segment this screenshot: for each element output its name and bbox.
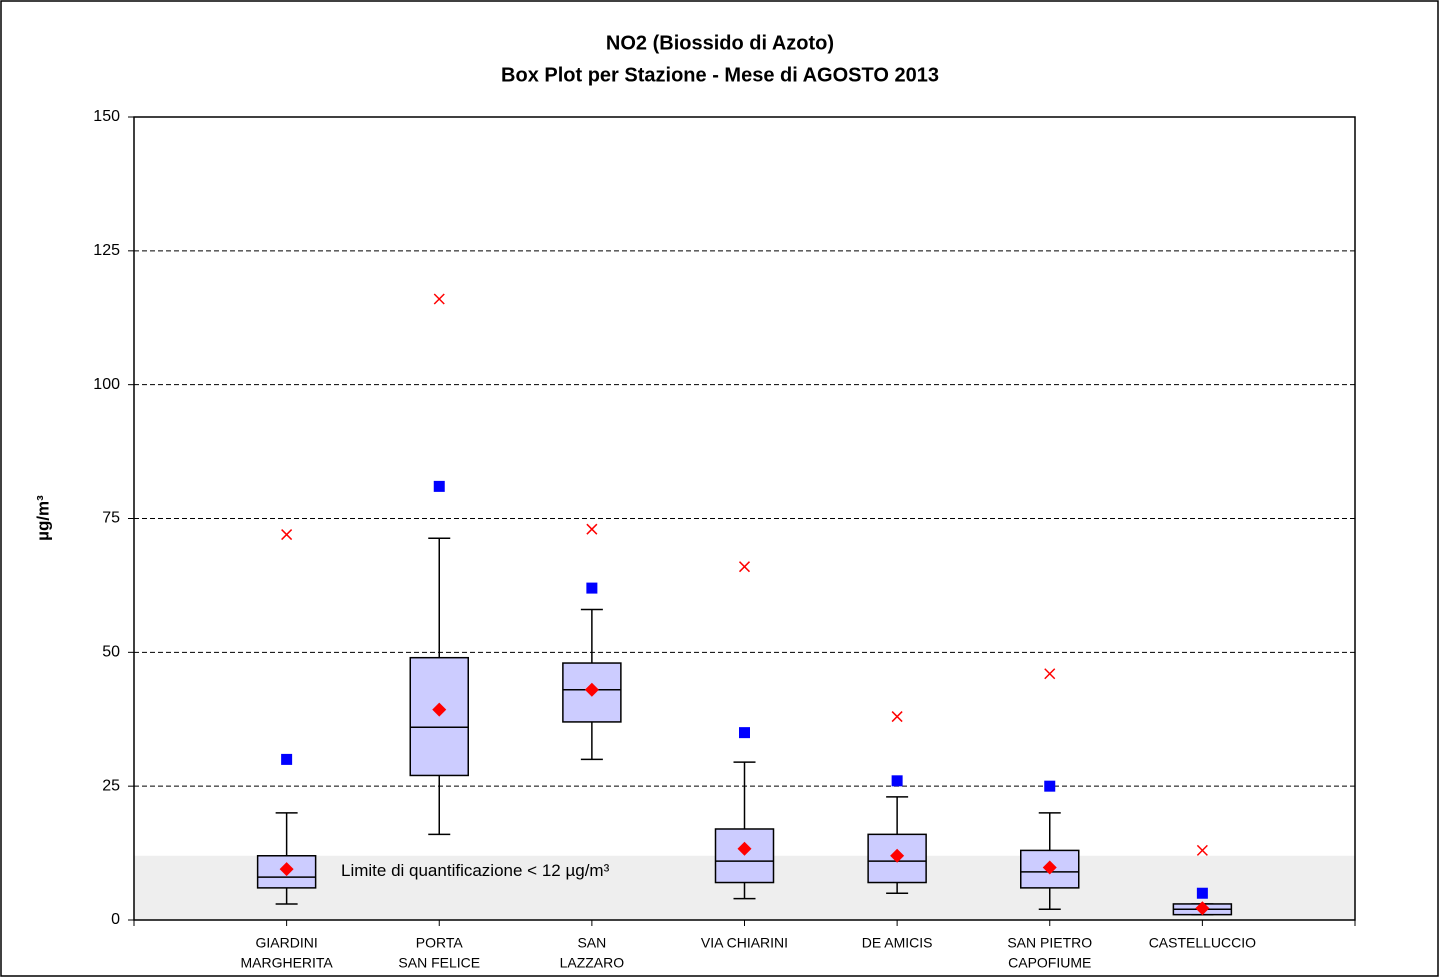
x-tick-label: SAN — [577, 935, 606, 951]
mean-marker — [584, 682, 599, 697]
y-tick-label: 150 — [93, 108, 120, 125]
max-marker — [891, 711, 903, 723]
chart-subtitle: Box Plot per Stazione - Mese di AGOSTO 2… — [501, 64, 939, 86]
mean-marker — [737, 841, 752, 856]
annotation: Limite di quantificazione < 12 µg/m³ — [341, 861, 610, 880]
y-tick-label: 100 — [93, 376, 120, 393]
mean-marker — [279, 862, 294, 877]
y-tick-label: 75 — [102, 510, 120, 527]
mean-marker — [890, 848, 905, 863]
max-marker — [738, 561, 751, 573]
max-marker — [1196, 844, 1208, 856]
box — [714, 828, 775, 884]
y-tick-label: 50 — [102, 644, 120, 661]
square-marker — [891, 775, 903, 787]
x-tick-label: DE AMICIS — [862, 935, 933, 951]
y-axis-label: µg/m³ — [33, 495, 52, 541]
x-tick-label: LAZZARO — [560, 955, 625, 971]
mean-marker — [432, 702, 447, 717]
square-marker — [281, 753, 293, 765]
square-marker — [739, 727, 750, 739]
square-marker — [1044, 780, 1056, 792]
y-tick-label: 125 — [93, 242, 120, 259]
x-tick-label: PORTA — [416, 935, 464, 951]
x-tick-label: SAN FELICE — [398, 955, 480, 971]
x-tick-label: CAPOFIUME — [1008, 955, 1091, 971]
x-tick-label: VIA CHIARINI — [701, 935, 788, 951]
max-marker — [281, 529, 293, 541]
x-tick-label: GIARDINI — [256, 935, 318, 951]
y-tick-label: 0 — [111, 911, 120, 928]
max-marker — [1044, 668, 1056, 680]
mean-marker — [1042, 860, 1057, 875]
x-tick-label: SAN PIETRO — [1007, 935, 1092, 951]
chart-title: NO2 (Biossido di Azoto) — [606, 32, 834, 54]
max-marker — [586, 523, 598, 535]
square-marker — [586, 582, 598, 594]
x-tick-label: CASTELLUCCIO — [1149, 935, 1256, 951]
max-marker — [433, 293, 445, 305]
square-marker — [1196, 887, 1208, 899]
square-marker — [433, 480, 445, 492]
y-tick-label: 25 — [102, 777, 120, 794]
x-tick-label: MARGHERITA — [240, 955, 333, 971]
mean-marker — [1195, 901, 1210, 916]
